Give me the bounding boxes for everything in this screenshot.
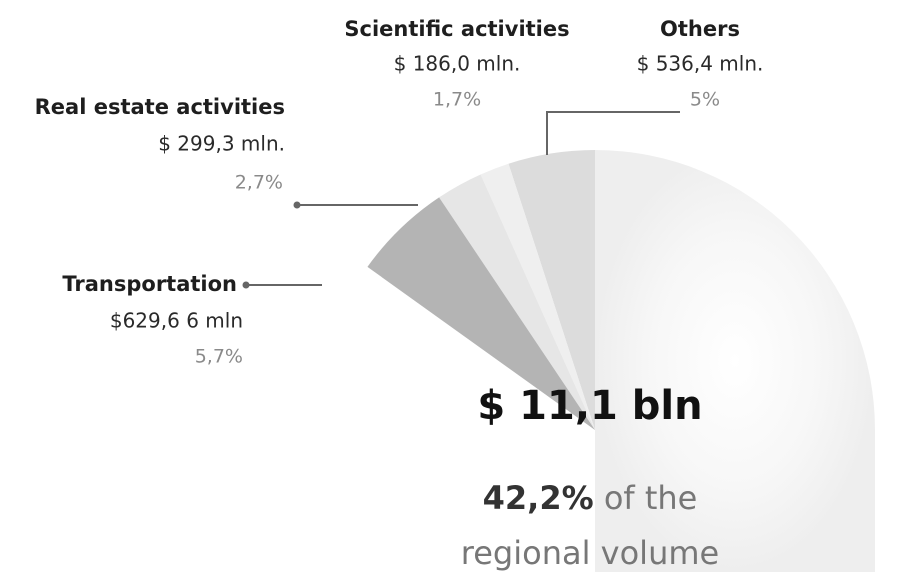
- amount-label: $ 299,3 mln.: [158, 132, 285, 156]
- percent-label: 5%: [690, 89, 720, 111]
- percent-label: 5,7%: [195, 346, 243, 368]
- amount-label: $629,6 6 mln: [110, 309, 243, 333]
- category-label: Scientific activities: [344, 17, 569, 41]
- pie-background: [595, 150, 875, 572]
- category-label: Others: [660, 17, 740, 41]
- category-label: Real estate activities: [35, 95, 285, 119]
- slices: [367, 150, 595, 431]
- share-text: of the: [604, 479, 698, 517]
- percent-label: 1,7%: [433, 89, 481, 111]
- pie-slice: [508, 150, 595, 430]
- leader-dot: [293, 201, 301, 209]
- leader-lines: [246, 111, 680, 286]
- amount-label: $ 186,0 mln.: [394, 52, 521, 76]
- labels: Others $ 536,4 mln. 5% Scientific activitie…: [35, 17, 764, 368]
- amount-label: $ 536,4 mln.: [637, 52, 764, 76]
- leader-line: [546, 111, 680, 155]
- pie-slice: [367, 197, 595, 430]
- share-line: 42,2% of the: [483, 479, 698, 517]
- share-label: 42,2%: [483, 479, 594, 517]
- pie-slice: [439, 174, 595, 430]
- total-label: $ 11,1 bln: [477, 383, 702, 429]
- category-label: Transportation: [62, 272, 237, 296]
- share-text: regional volume: [461, 534, 719, 572]
- percent-label: 2,7%: [235, 172, 283, 194]
- pie-slice: [480, 163, 595, 431]
- leader-dot: [242, 281, 250, 289]
